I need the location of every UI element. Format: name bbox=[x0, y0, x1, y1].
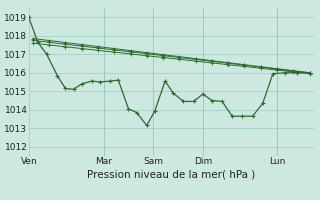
X-axis label: Pression niveau de la mer( hPa ): Pression niveau de la mer( hPa ) bbox=[87, 169, 255, 179]
